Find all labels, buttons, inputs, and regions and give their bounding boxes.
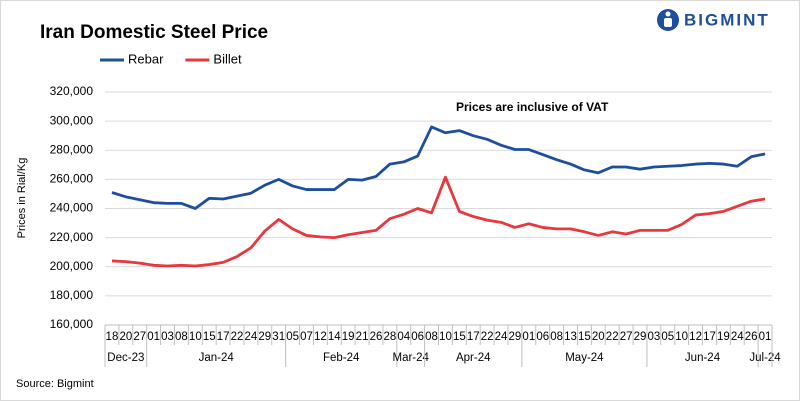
x-tick-label: 22 — [606, 331, 619, 343]
x-group-label: Apr-24 — [456, 352, 491, 364]
x-tick-label: 01 — [759, 331, 772, 343]
x-tick-label: 27 — [620, 331, 633, 343]
logo-icon-head — [665, 11, 671, 17]
x-tick-label: 17 — [467, 331, 480, 343]
x-tick-label: 15 — [453, 331, 466, 343]
x-group-label: Jun-24 — [685, 352, 721, 364]
x-tick-label: 22 — [481, 331, 494, 343]
x-tick-label: 17 — [217, 331, 230, 343]
source: Source: Bigmint — [16, 378, 94, 390]
annotation: Prices are inclusive of VAT — [456, 100, 609, 114]
x-tick-label: 24 — [495, 331, 508, 343]
x-tick-label: 06 — [411, 331, 424, 343]
y-tick-label: 280,000 — [50, 142, 94, 156]
x-tick-label: 07 — [300, 331, 313, 343]
x-tick-label: 10 — [189, 331, 202, 343]
x-group-label: Feb-24 — [323, 352, 360, 364]
logo-icon-body — [664, 18, 672, 27]
series-line — [111, 175, 766, 268]
legend-label: Rebar — [128, 51, 164, 66]
y-tick-label: 240,000 — [50, 201, 94, 215]
series-line — [111, 125, 766, 210]
x-tick-label: 05 — [661, 331, 674, 343]
brand: BIGMINT — [684, 10, 770, 29]
x-tick-label: 31 — [272, 331, 285, 343]
x-tick-label: 10 — [439, 331, 452, 343]
x-tick-label: 18 — [106, 331, 119, 343]
x-tick-label: 29 — [634, 331, 647, 343]
x-tick-label: 24 — [731, 331, 744, 343]
x-tick-label: 19 — [342, 331, 355, 343]
x-tick-label: 14 — [328, 331, 341, 343]
x-tick-label: 08 — [425, 331, 438, 343]
x-tick-label: 12 — [689, 331, 702, 343]
x-tick-label: 20 — [592, 331, 605, 343]
x-tick-label: 28 — [383, 331, 396, 343]
x-group-label: Jan-24 — [199, 352, 235, 364]
x-tick-label: 24 — [245, 331, 258, 343]
x-tick-label: 10 — [675, 331, 688, 343]
x-tick-label: 29 — [258, 331, 271, 343]
x-tick-label: 15 — [578, 331, 591, 343]
x-tick-label: 17 — [703, 331, 716, 343]
x-tick-label: 15 — [203, 331, 216, 343]
x-tick-label: 13 — [564, 331, 577, 343]
y-tick-label: 260,000 — [50, 172, 94, 186]
x-tick-label: 06 — [536, 331, 549, 343]
x-tick-label: 03 — [647, 331, 660, 343]
x-tick-label: 26 — [745, 331, 758, 343]
x-tick-label: 29 — [509, 331, 522, 343]
logo: BIGMINT — [657, 9, 770, 31]
x-tick-label: 04 — [397, 331, 410, 343]
x-tick-label: 05 — [286, 331, 299, 343]
legend-label: Billet — [213, 51, 242, 66]
x-tick-label: 03 — [161, 331, 174, 343]
x-tick-label: 26 — [370, 331, 383, 343]
y-tick-label: 200,000 — [50, 259, 94, 273]
x-tick-label: 12 — [314, 331, 327, 343]
y-tick-label: 160,000 — [50, 317, 94, 331]
x-group-label: Jul-24 — [749, 352, 781, 364]
chart-title: Iran Domestic Steel Price — [40, 22, 268, 43]
y-tick-label: 300,000 — [50, 113, 94, 127]
y-tick-label: 320,000 — [50, 84, 94, 98]
x-tick-label: 27 — [133, 331, 146, 343]
x-tick-label: 22 — [231, 331, 244, 343]
x-tick-label: 19 — [717, 331, 730, 343]
x-tick-label: 21 — [356, 331, 369, 343]
x-tick-label: 01 — [522, 331, 535, 343]
x-tick-label: 08 — [175, 331, 188, 343]
x-tick-label: 01 — [147, 331, 160, 343]
x-group-label: Dec-23 — [107, 352, 144, 364]
x-group-label: May-24 — [565, 352, 604, 364]
y-tick-label: 220,000 — [50, 230, 94, 244]
x-tick-label: 08 — [550, 331, 563, 343]
y-axis-label: Prices in Rial/Kg — [16, 158, 28, 239]
y-tick-label: 180,000 — [50, 288, 94, 302]
x-group-label: Mar-24 — [392, 352, 429, 364]
x-tick-label: 20 — [119, 331, 132, 343]
